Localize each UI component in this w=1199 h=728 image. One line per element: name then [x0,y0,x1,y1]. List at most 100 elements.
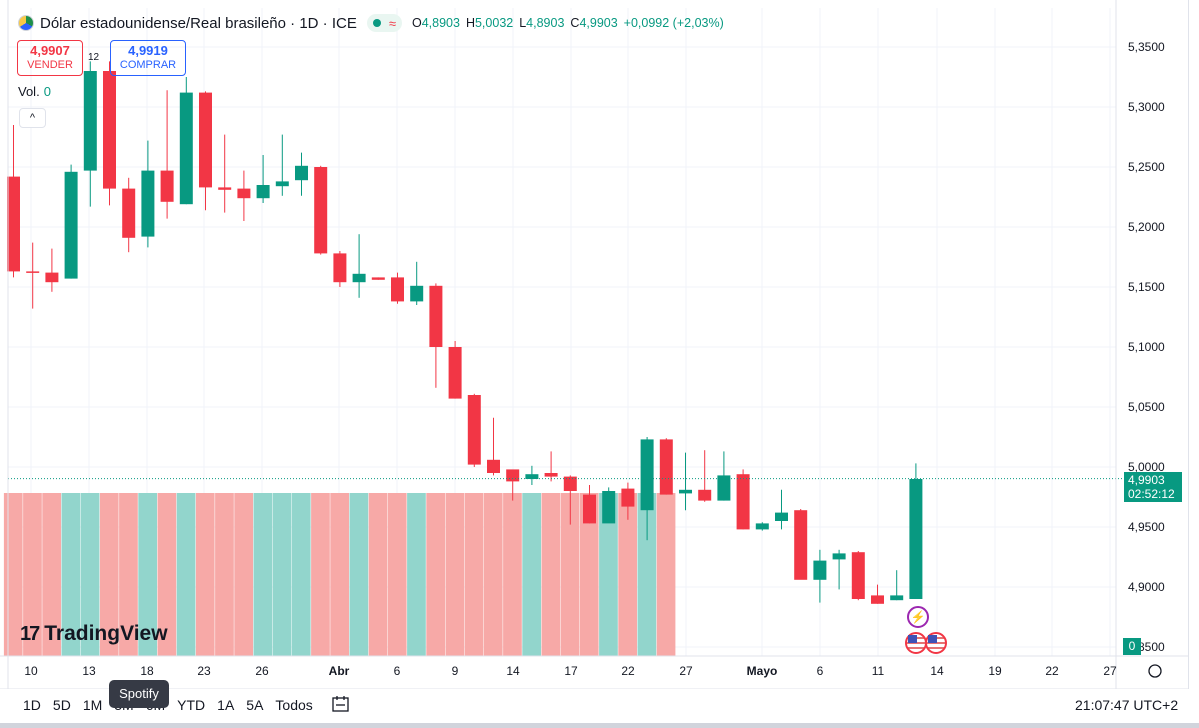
candle-down [429,285,443,347]
volume-bar [23,493,42,656]
candle-down [448,347,462,399]
candle-up [775,512,788,521]
y-tick-label: 5,2500 [1128,160,1165,174]
earnings-event-icon[interactable]: ⚡ [907,606,929,628]
candle-down [237,188,251,199]
candle-up [909,479,923,599]
buy-price: 4,9919 [128,43,168,58]
candle-down [659,439,673,495]
collapse-legend-button[interactable]: ^ [19,108,46,128]
timeframe-1m[interactable]: 1M [82,697,103,713]
market-status[interactable]: ≈ [366,14,402,32]
volume-bar [330,493,349,656]
settings-gear-icon[interactable] [1148,664,1162,678]
candle-up [83,71,97,171]
timeframe-ytd[interactable]: YTD [177,697,206,713]
candle-down [544,473,558,477]
ohlc-open: O4,8903 [411,16,460,30]
utc-clock[interactable]: 21:07:47 UTC+2 [1075,697,1179,713]
candle-down [7,176,20,272]
volume-bar [176,493,196,656]
sell-label: VENDER [27,59,73,71]
candle-up [832,553,846,560]
x-tick-label: 6 [394,664,401,678]
buy-button[interactable]: 4,9919 COMPRAR [110,40,186,76]
candle-down [794,510,808,580]
volume-bar [61,493,81,656]
price-chart[interactable]: 5,3500 5,3000 5,2500 5,2000 5,1500 5,1000 5,05… [0,0,1199,689]
ohlc-low: L4,8903 [519,16,565,30]
volume-bar [426,493,445,656]
volume-bar [3,493,23,656]
candle-down [199,92,212,188]
timeframe-1a[interactable]: 1A [217,697,235,713]
y-tick-label: 4,9000 [1128,580,1165,594]
volume-label: Vol. [18,84,40,99]
candle-down [563,476,577,491]
timeframe-todos[interactable]: Todos [275,697,313,713]
ohlc-readout: O4,8903 H5,0032 L4,8903 C4,9903 +0,0992 … [412,16,724,30]
volume-bar [80,493,100,656]
delayed-data-icon: ≈ [388,15,396,31]
volume-bar [42,493,61,656]
candle-up [256,185,270,199]
volume-bar [272,493,292,656]
ohlc-high: H5,0032 [465,16,514,30]
timeframe-1d[interactable]: 1D [23,697,41,713]
candle-down [45,272,59,283]
volume-bar [445,493,465,656]
symbol-title[interactable]: Dólar estadounidense/Real brasileño · 1D… [40,14,357,32]
last-price-label: 4,9903 02:52:12 [1124,472,1182,502]
volume-legend[interactable]: Vol. 0 [18,84,51,99]
volume-bar [195,493,215,656]
volume-bar [311,493,330,656]
candle-down [736,474,750,530]
volume-bar [618,493,637,656]
x-tick-label: 22 [621,664,635,678]
volume-bar [560,493,580,656]
us-flag-event-icon[interactable] [905,632,927,654]
x-tick-label: 6 [817,664,824,678]
timeframe-5d[interactable]: 5D [52,697,71,713]
y-tick-label: 5,2000 [1128,220,1165,234]
currency-flag-icon [18,15,34,31]
y-tick-label: 5,3500 [1128,40,1165,54]
sell-price: 4,9907 [30,43,70,58]
timeframe-5a[interactable]: 5A [246,697,264,713]
candle-down [371,277,385,280]
volume-bar [387,493,407,656]
candle-up [179,92,193,205]
chevron-up-icon: ^ [29,112,36,124]
spread-value: 12 [88,52,100,63]
volume-bar [234,493,253,656]
date-range-icon[interactable] [331,694,351,714]
x-tick-label: 9 [452,664,459,678]
candle-up [525,474,539,479]
volume-bar [464,493,484,656]
volume-bar [599,493,618,656]
candle-down [851,552,865,599]
symbol-header: Dólar estadounidense/Real brasileño · 1D… [18,12,724,34]
tradingview-logo[interactable]: 17 TradingView [20,622,168,646]
candle-down [391,277,404,302]
volume-axis-label: 0 [1123,638,1141,655]
y-tick-label: 5,3000 [1128,100,1165,114]
right-scroll-edge [1188,0,1199,689]
y-tick-label: 4,9500 [1128,520,1165,534]
candle-up [275,181,289,187]
y-tick-label: 5,0500 [1128,400,1165,414]
candle-up [755,523,769,530]
candle-up [141,170,155,237]
us-flag-event-icon[interactable] [925,632,947,654]
x-tick-label: 14 [506,664,520,678]
y-tick-label: 5,1000 [1128,340,1165,354]
candle-up [410,285,424,302]
candle-up [295,165,308,181]
sell-button[interactable]: 4,9907 VENDER [17,40,83,76]
x-tick-label: 17 [564,664,578,678]
x-tick-label: 10 [24,664,38,678]
x-tick-label: 22 [1045,664,1059,678]
x-tick-label: 11 [872,664,885,678]
buy-label: COMPRAR [119,59,177,71]
volume-bar [579,493,599,656]
